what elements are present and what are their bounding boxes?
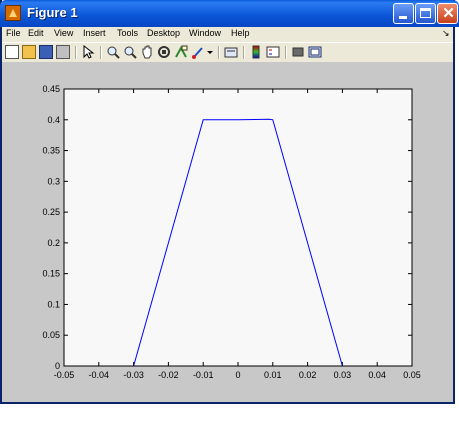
menu-help[interactable]: Help xyxy=(231,28,250,38)
legend-icon[interactable] xyxy=(266,45,280,59)
minimize-icon xyxy=(399,16,407,19)
menu-tools[interactable]: Tools xyxy=(117,28,138,38)
close-icon: ✕ xyxy=(440,4,457,23)
pan-hand-icon[interactable] xyxy=(140,45,154,59)
print-icon[interactable] xyxy=(56,45,70,59)
y-tick-label: 0.35 xyxy=(42,146,60,156)
y-tick-label: 0.2 xyxy=(47,238,60,248)
toolbar-separator xyxy=(75,46,77,59)
y-tick-label: 0.3 xyxy=(47,176,60,186)
menu-edit[interactable]: Edit xyxy=(28,28,44,38)
y-tick-label: 0.45 xyxy=(42,84,60,94)
y-tick-label: 0.15 xyxy=(42,269,60,279)
toolbar-separator xyxy=(285,46,287,59)
rotate-3d-icon[interactable] xyxy=(157,45,171,59)
open-file-icon[interactable] xyxy=(22,45,36,59)
x-tick-label: -0.04 xyxy=(89,370,110,380)
toolbar-separator xyxy=(218,46,220,59)
menu-view[interactable]: View xyxy=(54,28,73,38)
show-plot-tools-icon[interactable] xyxy=(308,45,322,59)
y-tick-label: 0.05 xyxy=(42,330,60,340)
edit-plot-arrow-icon[interactable] xyxy=(81,45,95,59)
title-bar[interactable]: Figure 1 ✕ xyxy=(0,0,459,27)
menu-bar: File Edit View Insert Tools Desktop Wind… xyxy=(2,27,453,42)
y-tick-label: 0.4 xyxy=(47,115,60,125)
x-tick-label: -0.01 xyxy=(193,370,214,380)
colorbar-icon[interactable] xyxy=(249,45,263,59)
x-tick-label: -0.02 xyxy=(158,370,179,380)
x-tick-label: 0.05 xyxy=(403,370,421,380)
dropdown-icon[interactable] xyxy=(206,45,214,59)
matlab-icon xyxy=(5,5,21,21)
zoom-out-icon[interactable] xyxy=(123,45,137,59)
x-tick-label: 0.02 xyxy=(299,370,317,380)
axes-background xyxy=(64,89,412,366)
close-button[interactable]: ✕ xyxy=(437,3,458,24)
x-tick-label: 0.03 xyxy=(334,370,352,380)
y-tick-label: 0.25 xyxy=(42,207,60,217)
maximize-button[interactable] xyxy=(415,3,436,24)
y-tick-label: 0 xyxy=(55,361,60,371)
x-tick-label: 0.04 xyxy=(368,370,386,380)
toolbar-separator xyxy=(243,46,245,59)
menu-overflow-icon[interactable]: ↘ xyxy=(442,28,450,39)
menu-insert[interactable]: Insert xyxy=(83,28,106,38)
zoom-in-icon[interactable] xyxy=(106,45,120,59)
menu-file[interactable]: File xyxy=(6,28,21,38)
minimize-button[interactable] xyxy=(393,3,414,24)
y-tick-label: 0.1 xyxy=(47,299,60,309)
figure-canvas[interactable]: -0.05 -0.04 -0.03 -0.02 -0.01 0 0.01 0.02 0.03 0.… xyxy=(2,62,453,402)
menu-window[interactable]: Window xyxy=(189,28,221,38)
data-cursor-icon[interactable] xyxy=(174,45,188,59)
hide-plot-tools-icon[interactable] xyxy=(291,45,305,59)
save-icon[interactable] xyxy=(39,45,53,59)
line-chart[interactable]: -0.05 -0.04 -0.03 -0.02 -0.01 0 0.01 0.02 0.03 0.… xyxy=(2,62,453,402)
menu-desktop[interactable]: Desktop xyxy=(147,28,180,38)
window-title: Figure 1 xyxy=(27,5,78,20)
x-tick-label: 0.01 xyxy=(264,370,282,380)
figure-toolbar xyxy=(2,42,453,63)
x-tick-label: -0.03 xyxy=(123,370,144,380)
toolbar-separator xyxy=(100,46,102,59)
new-figure-icon[interactable] xyxy=(5,45,19,59)
maximize-icon xyxy=(420,8,431,18)
x-tick-label: 0 xyxy=(235,370,240,380)
x-tick-label: -0.05 xyxy=(54,370,75,380)
brush-icon[interactable] xyxy=(191,45,205,59)
link-plot-icon[interactable] xyxy=(224,45,238,59)
